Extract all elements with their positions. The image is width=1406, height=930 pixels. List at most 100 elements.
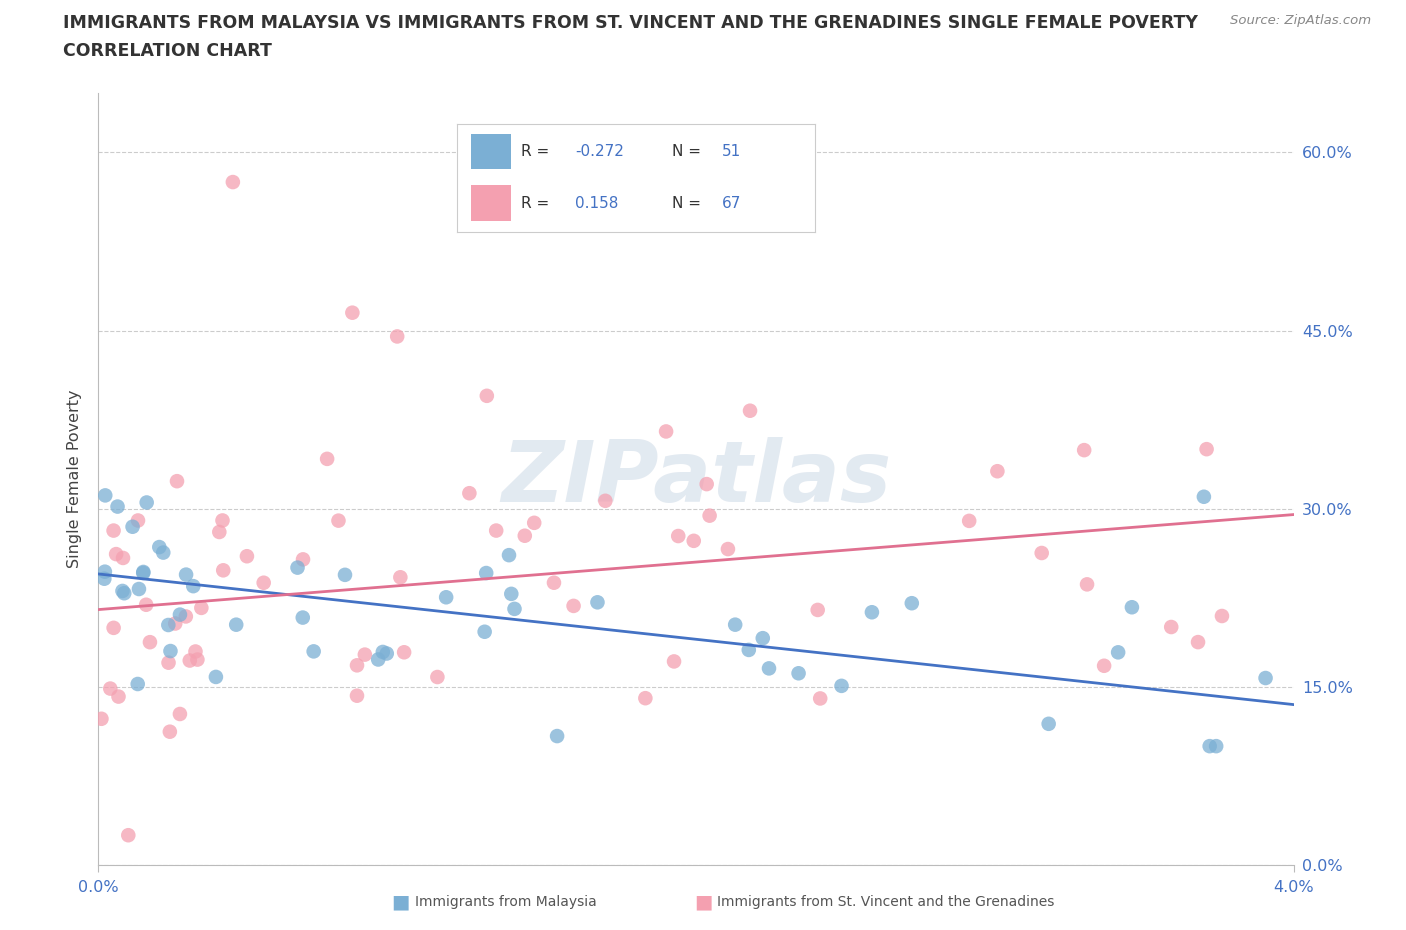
Point	[225, 618, 247, 632]
Point	[107, 689, 129, 704]
Point	[211, 513, 233, 528]
Point	[699, 508, 721, 523]
Point	[546, 728, 568, 743]
Point	[222, 175, 245, 190]
Point	[184, 644, 207, 659]
Point	[135, 597, 157, 612]
Point	[105, 547, 128, 562]
Point	[291, 610, 314, 625]
Point	[655, 424, 678, 439]
Point	[353, 647, 375, 662]
Point	[159, 644, 181, 658]
Point	[346, 658, 368, 672]
Point	[117, 828, 139, 843]
Point	[426, 670, 449, 684]
Point	[1076, 577, 1098, 591]
Point	[152, 545, 174, 560]
Point	[901, 596, 924, 611]
Point	[94, 565, 117, 579]
Point	[385, 329, 409, 344]
Point	[501, 587, 523, 602]
Point	[208, 525, 231, 539]
Point	[333, 567, 356, 582]
Point	[634, 691, 657, 706]
Point	[135, 495, 157, 510]
Point	[957, 513, 980, 528]
Point	[392, 644, 415, 659]
Point	[666, 528, 689, 543]
Point	[287, 560, 309, 575]
Point	[523, 515, 546, 530]
Point	[139, 635, 162, 650]
Point	[181, 578, 204, 593]
Text: ZIPatlas: ZIPatlas	[501, 437, 891, 521]
Point	[111, 583, 134, 598]
Point	[174, 609, 197, 624]
Point	[474, 624, 496, 639]
Point	[342, 305, 364, 320]
Text: ■: ■	[693, 893, 713, 911]
Point	[562, 599, 585, 614]
Text: CORRELATION CHART: CORRELATION CHART	[63, 42, 273, 60]
Point	[165, 616, 187, 631]
Point	[93, 571, 115, 586]
Point	[190, 601, 212, 616]
Point	[434, 590, 457, 604]
Point	[132, 565, 155, 580]
Point	[292, 551, 315, 566]
Point	[1038, 716, 1060, 731]
Text: IMMIGRANTS FROM MALAYSIA VS IMMIGRANTS FROM ST. VINCENT AND THE GRENADINES SINGL: IMMIGRANTS FROM MALAYSIA VS IMMIGRANTS F…	[63, 14, 1198, 32]
Point	[758, 661, 780, 676]
Point	[253, 576, 276, 591]
Point	[485, 523, 508, 538]
Point	[724, 618, 747, 632]
Point	[1195, 442, 1218, 457]
Point	[586, 595, 609, 610]
Point	[1160, 619, 1182, 634]
Point	[696, 477, 718, 492]
Point	[375, 646, 398, 661]
Point	[127, 676, 149, 691]
Point	[1254, 671, 1277, 685]
Point	[1192, 489, 1215, 504]
Point	[682, 534, 704, 549]
Point	[205, 670, 228, 684]
Point	[738, 643, 761, 658]
Point	[986, 464, 1008, 479]
Point	[543, 576, 565, 591]
Point	[1205, 738, 1227, 753]
Point	[662, 654, 685, 669]
Point	[98, 681, 121, 696]
Point	[169, 607, 191, 622]
Point	[513, 528, 536, 543]
Point	[389, 570, 412, 585]
Point	[1187, 634, 1209, 649]
Point	[128, 581, 150, 596]
Point	[1211, 608, 1233, 623]
Point	[169, 707, 191, 722]
Text: Immigrants from Malaysia: Immigrants from Malaysia	[415, 895, 596, 910]
Point	[236, 549, 259, 564]
Point	[127, 513, 149, 528]
Point	[752, 631, 775, 645]
Point	[717, 541, 740, 556]
Text: Source: ZipAtlas.com: Source: ZipAtlas.com	[1230, 14, 1371, 27]
Point	[367, 652, 389, 667]
Point	[166, 473, 188, 488]
Point	[174, 567, 197, 582]
Point	[1198, 738, 1220, 753]
Point	[302, 644, 325, 658]
Point	[121, 519, 143, 534]
Point	[179, 653, 201, 668]
Point	[148, 539, 170, 554]
Point	[503, 602, 526, 617]
Point	[328, 513, 350, 528]
Point	[371, 644, 394, 659]
Point	[212, 563, 235, 578]
Text: Immigrants from St. Vincent and the Grenadines: Immigrants from St. Vincent and the Gren…	[717, 895, 1054, 910]
Point	[159, 724, 181, 739]
Point	[346, 688, 368, 703]
Point	[738, 404, 761, 418]
Point	[1107, 644, 1129, 659]
Point	[186, 652, 208, 667]
